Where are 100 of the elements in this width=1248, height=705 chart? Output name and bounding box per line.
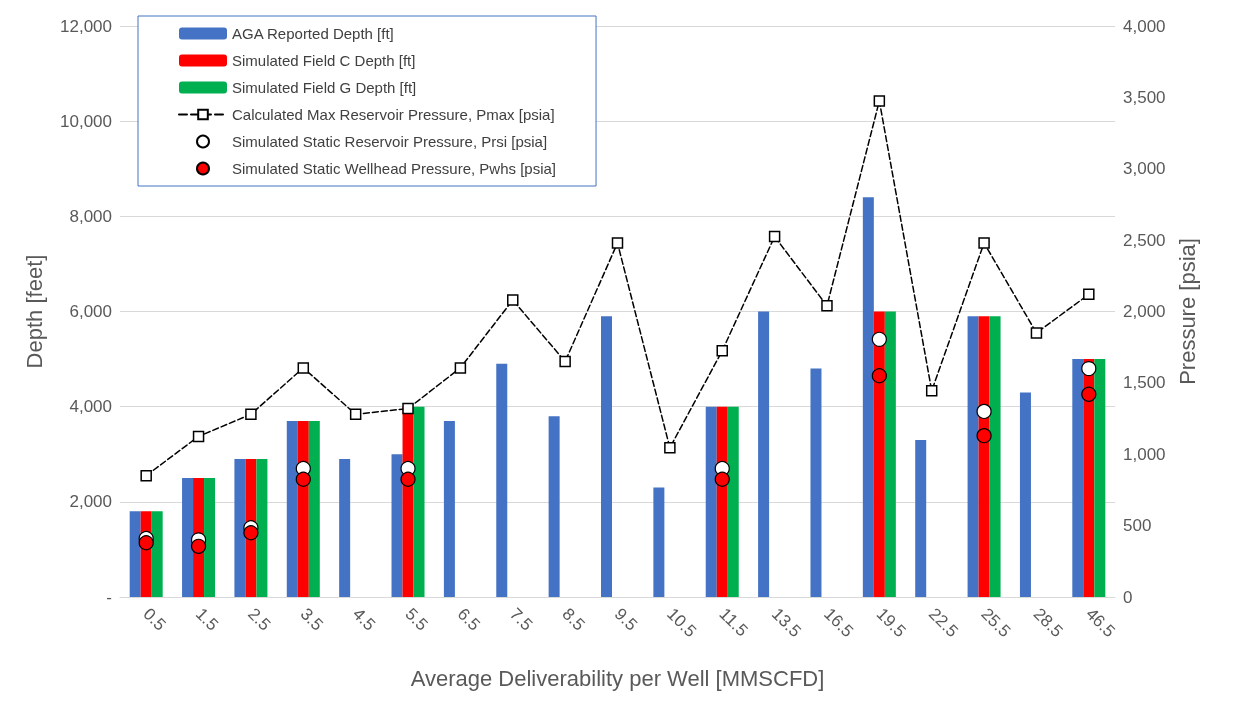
- bar: [884, 311, 896, 597]
- bar: [308, 420, 320, 597]
- x-tick-label: 16.5: [820, 604, 858, 642]
- point: [1083, 288, 1095, 301]
- point: [716, 345, 728, 357]
- y-tick-label: 12,000: [60, 16, 112, 36]
- point: [140, 469, 152, 482]
- x-tick-label: 2.5: [244, 604, 275, 635]
- point: [611, 237, 624, 249]
- y-tick-label: -: [106, 587, 112, 607]
- point: [714, 471, 730, 487]
- bar: [339, 459, 351, 597]
- point: [192, 430, 205, 443]
- bar: [653, 487, 665, 597]
- y-tick-label: 8,000: [69, 206, 112, 226]
- x-tick-label: 7.5: [506, 604, 537, 635]
- bar: [989, 316, 1001, 597]
- point: [978, 237, 990, 249]
- bar: [548, 416, 560, 597]
- point: [1081, 361, 1097, 377]
- bar: [862, 197, 874, 597]
- x-tick-label: 10.5: [663, 604, 700, 642]
- bar: [256, 459, 268, 597]
- bar: [129, 511, 141, 597]
- point: [821, 300, 833, 312]
- x-tick-label: 5.5: [401, 604, 432, 635]
- point: [297, 362, 310, 374]
- y-tick-label: 2,000: [69, 492, 112, 512]
- y-axis-title: Depth [feet]: [21, 254, 47, 369]
- y2-tick-label: 0: [1123, 587, 1133, 607]
- bar: [978, 316, 990, 597]
- legend-label: Simulated Static Reservoir Pressure, Prsi [psia]: [232, 133, 548, 150]
- bar: [443, 420, 455, 597]
- point: [768, 230, 781, 243]
- point: [400, 471, 416, 487]
- legend-label: Simulated Field G Depth [ft]: [232, 79, 417, 96]
- point: [245, 408, 257, 421]
- point: [1030, 327, 1043, 339]
- legend-label: Calculated Max Reservoir Pressure, Pmax [psia]: [232, 106, 555, 123]
- y-tick-label: 4,000: [69, 397, 112, 417]
- legend-label: Simulated Static Wellhead Pressure, Pwhs [psia]: [232, 160, 557, 177]
- point: [871, 368, 887, 384]
- bar: [1019, 392, 1031, 597]
- point: [295, 471, 311, 487]
- x-tick-label: 11.5: [715, 604, 752, 641]
- point: [402, 402, 414, 415]
- bar: [151, 511, 163, 597]
- y2-tick-label: 3,500: [1123, 87, 1166, 107]
- bar: [1072, 359, 1084, 597]
- legend-label: Simulated Field C Depth [ft]: [232, 52, 416, 69]
- x-tick-label: 6.5: [453, 604, 484, 635]
- y2-tick-label: 1,000: [1123, 444, 1166, 464]
- point: [664, 442, 676, 454]
- x-tick-label: 0.5: [139, 604, 170, 635]
- bar: [1094, 359, 1106, 597]
- bar: [601, 316, 612, 597]
- bar: [810, 368, 822, 597]
- point: [454, 362, 467, 374]
- bar: [286, 420, 298, 597]
- bar: [182, 478, 194, 597]
- bar: [391, 454, 403, 597]
- x-tick-label: 4.5: [348, 604, 380, 635]
- point: [243, 525, 259, 541]
- y2-tick-label: 500: [1123, 516, 1152, 536]
- point: [349, 408, 362, 421]
- x-tick-label: 3.5: [296, 604, 327, 635]
- point: [925, 384, 938, 397]
- point: [871, 331, 887, 347]
- y2-tick-label: 2,000: [1123, 302, 1166, 321]
- point: [559, 355, 571, 368]
- y2-tick-label: 2,500: [1123, 230, 1166, 250]
- x-axis-title: Average Deliverability per Well [MMSCFD]: [410, 665, 825, 691]
- y2-tick-label: 1,500: [1123, 373, 1166, 393]
- point: [873, 95, 886, 107]
- bar: [758, 311, 770, 597]
- bar: [873, 311, 885, 597]
- point: [976, 403, 992, 420]
- x-tick-label: 1.5: [191, 604, 222, 635]
- x-tick-label: 9.5: [610, 604, 641, 635]
- y-tick-label: 6,000: [69, 302, 112, 321]
- bar: [727, 406, 739, 597]
- x-tick-label: 46.5: [1082, 604, 1119, 642]
- y-tick-label: 10,000: [60, 111, 112, 131]
- y2-axis-title: Pressure [psia]: [1174, 238, 1200, 385]
- x-tick-label: 19.5: [872, 604, 910, 642]
- bar: [234, 459, 246, 597]
- point: [976, 428, 992, 444]
- x-tick-label: 8.5: [558, 604, 589, 635]
- bar: [915, 439, 927, 597]
- x-tick-label: 13.5: [767, 604, 805, 642]
- bar: [967, 316, 979, 597]
- bar: [204, 478, 216, 597]
- bar: [413, 406, 425, 597]
- legend-label: AGA Reported Depth [ft]: [232, 25, 394, 42]
- point: [138, 535, 154, 551]
- point: [507, 294, 519, 306]
- y2-tick-label: 4,000: [1123, 16, 1166, 36]
- y2-tick-label: 3,000: [1123, 159, 1166, 179]
- point: [190, 538, 207, 554]
- bar: [496, 363, 508, 597]
